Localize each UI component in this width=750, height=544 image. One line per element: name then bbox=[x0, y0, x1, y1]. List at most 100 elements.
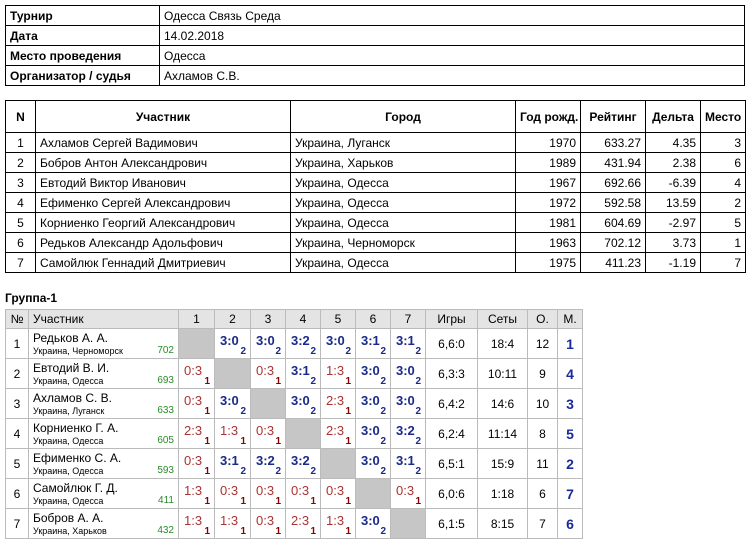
cell: 3 bbox=[5, 172, 36, 193]
group-title: Группа-1 bbox=[5, 291, 58, 305]
result-cell: 0:3 1 bbox=[390, 478, 426, 509]
points: 12 bbox=[527, 328, 558, 359]
cell: 7 bbox=[700, 252, 746, 273]
result-cell: 3:0 2 bbox=[390, 388, 426, 419]
cell: Евтодий Виктор Иванович bbox=[35, 172, 291, 193]
score: 3:2 bbox=[291, 453, 310, 468]
participant-row: 1 Ахламов Сергей Вадимович Украина, Луганс… bbox=[5, 132, 746, 153]
player-cell: Ахламов С. В. Украина, Луганск 633 bbox=[28, 388, 179, 419]
result-cell: 3:0 2 bbox=[355, 508, 391, 539]
match-points: 2 bbox=[275, 346, 281, 357]
score: 3:0 bbox=[361, 513, 380, 528]
cell: -1.19 bbox=[645, 252, 701, 273]
score: 1:3 bbox=[220, 513, 239, 528]
score: 3:1 bbox=[396, 333, 415, 348]
participant-row: 2 Бобров Антон Александрович Украина, Харь… bbox=[5, 152, 746, 173]
header-cell: 5 bbox=[320, 309, 356, 329]
result-cell: 3:2 2 bbox=[250, 448, 286, 479]
info-row: Организатор / судья Ахламов С.В. bbox=[5, 65, 745, 86]
points: 9 bbox=[527, 358, 558, 389]
result-cell: 3:0 2 bbox=[355, 388, 391, 419]
self-cell bbox=[214, 358, 251, 389]
cell: 1963 bbox=[515, 232, 581, 253]
match-points: 2 bbox=[380, 436, 386, 447]
score: 3:2 bbox=[291, 333, 310, 348]
score: 3:0 bbox=[220, 333, 239, 348]
score: 0:3 bbox=[184, 363, 203, 378]
cell: 1975 bbox=[515, 252, 581, 273]
participant-row: 6 Редьков Александр Адольфович Украина, Че… bbox=[5, 232, 746, 253]
match-points: 2 bbox=[240, 466, 246, 477]
header-cell: Год рожд. bbox=[515, 100, 581, 133]
info-key: Турнир bbox=[5, 5, 160, 26]
match-points: 1 bbox=[345, 376, 351, 387]
header-cell: № bbox=[5, 309, 29, 329]
score: 1:3 bbox=[326, 513, 345, 528]
games: 6,1:5 bbox=[425, 508, 478, 539]
player-name: Корниенко Г. А. bbox=[33, 421, 119, 435]
match-points: 1 bbox=[204, 526, 210, 537]
games: 6,5:1 bbox=[425, 448, 478, 479]
score: 0:3 bbox=[256, 483, 275, 498]
cell: Украина, Одесса bbox=[290, 252, 516, 273]
result-cell: 1:3 1 bbox=[214, 418, 251, 449]
result-cell: 0:3 1 bbox=[320, 478, 356, 509]
score: 0:3 bbox=[256, 513, 275, 528]
cell: Ахламов Сергей Вадимович bbox=[35, 132, 291, 153]
result-cell: 2:3 1 bbox=[320, 418, 356, 449]
group-row: 7 Бобров А. А. Украина, Харьков 432 1:3 1 1:3 1… bbox=[5, 508, 583, 539]
cell: 3.73 bbox=[645, 232, 701, 253]
result-cell: 3:1 2 bbox=[355, 328, 391, 359]
header-cell: Место bbox=[700, 100, 746, 133]
header-cell: Участник bbox=[28, 309, 179, 329]
match-points: 2 bbox=[380, 376, 386, 387]
match-points: 1 bbox=[204, 376, 210, 387]
row-number: 7 bbox=[5, 508, 29, 539]
score: 3:0 bbox=[220, 393, 239, 408]
result-cell: 2:3 1 bbox=[285, 508, 321, 539]
cell: 6 bbox=[700, 152, 746, 173]
result-cell: 3:0 2 bbox=[320, 328, 356, 359]
self-cell bbox=[355, 478, 391, 509]
sets: 14:6 bbox=[477, 388, 528, 419]
result-cell: 3:1 2 bbox=[214, 448, 251, 479]
score: 0:3 bbox=[256, 423, 275, 438]
header-cell: 7 bbox=[390, 309, 426, 329]
header-cell: Участник bbox=[35, 100, 291, 133]
info-key: Место проведения bbox=[5, 45, 160, 66]
row-number: 3 bbox=[5, 388, 29, 419]
group-row: 5 Ефименко С. А. Украина, Одесса 593 0:3 1 3:1… bbox=[5, 448, 583, 479]
sets: 1:18 bbox=[477, 478, 528, 509]
score: 1:3 bbox=[326, 363, 345, 378]
header-cell: М. bbox=[557, 309, 583, 329]
sets: 10:11 bbox=[477, 358, 528, 389]
place: 4 bbox=[557, 358, 583, 389]
match-points: 2 bbox=[345, 346, 351, 357]
match-points: 2 bbox=[275, 466, 281, 477]
sets: 8:15 bbox=[477, 508, 528, 539]
header-cell: О. bbox=[527, 309, 558, 329]
match-points: 1 bbox=[275, 436, 281, 447]
self-cell bbox=[320, 448, 356, 479]
score: 0:3 bbox=[184, 393, 203, 408]
cell: 411.23 bbox=[580, 252, 646, 273]
match-points: 2 bbox=[310, 376, 316, 387]
cell: 3 bbox=[700, 132, 746, 153]
score: 0:3 bbox=[326, 483, 345, 498]
participant-row: 3 Евтодий Виктор Иванович Украина, Одесса 1… bbox=[5, 172, 746, 193]
player-city: Украина, Одесса bbox=[33, 436, 104, 446]
match-points: 1 bbox=[240, 526, 246, 537]
group-table: № Участник 1 2 3 4 5 6 7 Игры Сеты О. М. 1 Редьков А. … bbox=[5, 309, 583, 539]
score: 2:3 bbox=[184, 423, 203, 438]
score: 2:3 bbox=[326, 393, 345, 408]
score: 2:3 bbox=[291, 513, 310, 528]
match-points: 2 bbox=[310, 466, 316, 477]
result-cell: 0:3 1 bbox=[178, 448, 215, 479]
games: 6,3:3 bbox=[425, 358, 478, 389]
info-key: Дата bbox=[5, 25, 160, 46]
info-value: Одесса bbox=[159, 45, 745, 66]
player-name: Ахламов С. В. bbox=[33, 391, 112, 405]
player-city: Украина, Черноморск bbox=[33, 346, 123, 356]
cell: 633.27 bbox=[580, 132, 646, 153]
